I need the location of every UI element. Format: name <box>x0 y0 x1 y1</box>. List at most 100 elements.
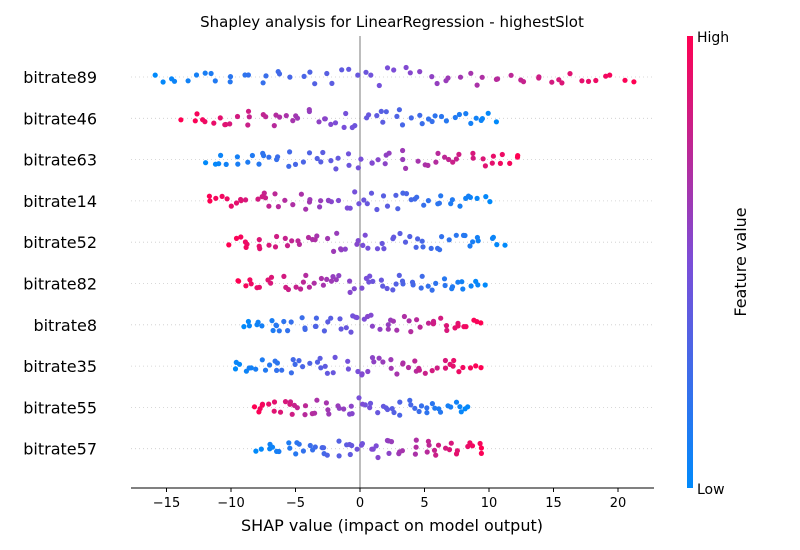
colorbar <box>687 36 693 488</box>
shap-point-bitrate52 <box>374 246 381 252</box>
shap-point-bitrate35 <box>345 358 351 364</box>
shap-point-bitrate57 <box>267 441 273 447</box>
shap-point-bitrate89 <box>549 79 555 85</box>
shap-point-bitrate55 <box>302 412 308 418</box>
feature-label-bitrate82: bitrate82 <box>23 275 97 294</box>
shap-point-bitrate89 <box>559 80 565 86</box>
shap-point-bitrate57 <box>354 446 360 452</box>
shap-point-bitrate55 <box>418 403 425 409</box>
shap-point-bitrate63 <box>335 155 341 161</box>
shap-point-bitrate52 <box>325 235 331 242</box>
shap-point-bitrate8 <box>444 327 450 333</box>
shap-point-bitrate57 <box>287 445 293 451</box>
shap-point-bitrate46 <box>485 110 491 116</box>
shap-point-bitrate14 <box>374 206 380 213</box>
shap-point-bitrate35 <box>422 370 428 376</box>
shap-point-bitrate82 <box>318 275 324 282</box>
shap-point-bitrate89 <box>631 79 637 85</box>
shap-point-bitrate46 <box>306 107 312 113</box>
shap-point-bitrate8 <box>443 323 450 329</box>
shap-points <box>152 64 637 461</box>
shap-point-bitrate46 <box>473 115 479 121</box>
shap-point-bitrate46 <box>316 119 322 125</box>
shap-point-bitrate14 <box>206 193 212 199</box>
shap-point-bitrate35 <box>365 368 371 375</box>
shap-point-bitrate89 <box>391 67 397 73</box>
shap-point-bitrate57 <box>324 452 330 458</box>
shap-point-bitrate46 <box>493 119 499 125</box>
shap-point-bitrate52 <box>467 243 473 249</box>
shap-point-bitrate46 <box>192 118 198 124</box>
shap-point-bitrate35 <box>400 361 406 367</box>
shap-point-bitrate8 <box>313 315 319 321</box>
shap-point-bitrate52 <box>502 242 508 248</box>
shap-point-bitrate89 <box>536 75 542 81</box>
shap-point-bitrate63 <box>358 156 364 162</box>
shap-point-bitrate14 <box>317 204 323 210</box>
shap-point-bitrate46 <box>366 112 372 118</box>
shap-point-bitrate46 <box>194 111 200 117</box>
shap-point-bitrate89 <box>346 66 352 72</box>
shap-point-bitrate55 <box>397 399 403 405</box>
shap-point-bitrate14 <box>438 193 444 199</box>
shap-point-bitrate55 <box>367 405 373 411</box>
shap-point-bitrate63 <box>515 153 521 159</box>
shap-point-bitrate52 <box>274 233 280 240</box>
x-tick-label: −15 <box>153 496 180 511</box>
shap-point-bitrate52 <box>474 234 480 241</box>
shap-point-bitrate8 <box>328 315 334 321</box>
shap-point-bitrate46 <box>328 121 334 127</box>
shap-point-bitrate57 <box>412 451 418 457</box>
shap-point-bitrate8 <box>338 326 344 332</box>
shap-point-bitrate82 <box>425 283 431 289</box>
shap-point-bitrate52 <box>453 232 459 238</box>
shap-point-bitrate52 <box>413 244 419 250</box>
shap-point-bitrate46 <box>432 113 438 119</box>
shap-point-bitrate82 <box>429 287 435 293</box>
shap-point-bitrate14 <box>303 206 309 212</box>
shap-point-bitrate82 <box>298 286 304 292</box>
shap-point-bitrate89 <box>171 78 178 84</box>
shap-point-bitrate89 <box>622 77 628 83</box>
shap-point-bitrate63 <box>369 160 375 166</box>
shap-point-bitrate82 <box>247 277 253 283</box>
shap-point-bitrate35 <box>405 364 412 371</box>
shap-point-bitrate35 <box>296 358 302 364</box>
shap-point-bitrate46 <box>463 111 469 117</box>
shap-point-bitrate82 <box>441 276 448 282</box>
chart-title: Shapley analysis for LinearRegression - … <box>200 13 584 31</box>
shap-point-bitrate35 <box>314 359 321 365</box>
shap-point-bitrate89 <box>324 70 330 77</box>
shap-point-bitrate63 <box>287 149 293 155</box>
shap-point-bitrate52 <box>439 234 445 240</box>
shap-point-bitrate89 <box>593 77 599 84</box>
shap-point-bitrate52 <box>331 248 337 254</box>
shap-point-bitrate55 <box>429 401 435 407</box>
shap-point-bitrate52 <box>419 238 425 244</box>
shap-point-bitrate35 <box>359 371 365 377</box>
feature-label-bitrate35: bitrate35 <box>23 357 97 376</box>
shap-point-bitrate46 <box>290 118 296 124</box>
shap-point-bitrate14 <box>259 194 265 200</box>
shap-point-bitrate14 <box>380 193 387 199</box>
shap-point-bitrate63 <box>415 158 421 164</box>
shap-point-bitrate82 <box>482 282 488 288</box>
shap-point-bitrate8 <box>245 318 251 325</box>
shap-point-bitrate35 <box>259 357 265 363</box>
shap-point-bitrate8 <box>406 318 412 324</box>
shap-point-bitrate63 <box>375 157 381 163</box>
shap-point-bitrate63 <box>425 162 431 168</box>
shap-point-bitrate35 <box>355 368 361 375</box>
shap-point-bitrate8 <box>302 325 308 331</box>
shap-point-bitrate63 <box>245 159 251 165</box>
shap-point-bitrate89 <box>445 75 451 81</box>
shap-point-bitrate55 <box>407 397 413 403</box>
feature-label-bitrate63: bitrate63 <box>23 151 97 170</box>
shap-point-bitrate82 <box>442 282 448 289</box>
shap-point-bitrate89 <box>585 78 592 84</box>
shap-point-bitrate89 <box>202 70 208 76</box>
shap-point-bitrate55 <box>437 409 444 415</box>
shap-point-bitrate82 <box>475 282 481 288</box>
shap-point-bitrate55 <box>335 403 341 409</box>
